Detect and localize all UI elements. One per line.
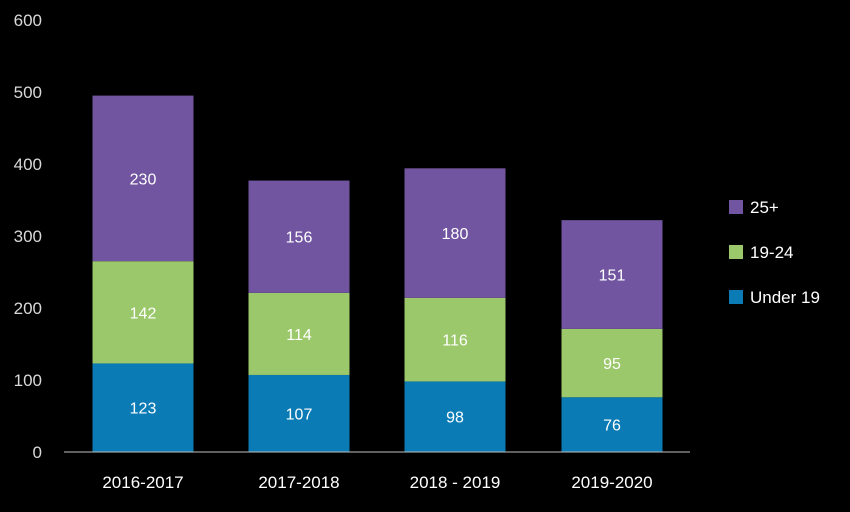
- legend-label: 19-24: [750, 243, 793, 262]
- legend: 25+ 19-24 Under 19: [729, 198, 820, 307]
- y-tick-label: 0: [33, 443, 42, 462]
- data-label: 114: [286, 327, 312, 344]
- data-label: 156: [286, 230, 313, 247]
- legend-swatch: [729, 290, 743, 304]
- bar-segment: [561, 328, 663, 398]
- bar-segment: [92, 261, 194, 364]
- y-tick-label: 200: [14, 299, 42, 318]
- data-label: 95: [603, 356, 621, 373]
- bar-segment: [404, 381, 506, 452]
- bar-segment: [561, 220, 663, 329]
- legend-swatch: [729, 245, 743, 259]
- y-tick-label: 300: [14, 227, 42, 246]
- data-label: 98: [446, 410, 464, 427]
- bar-segment: [404, 297, 506, 382]
- data-label: 116: [442, 333, 468, 350]
- legend-label: 25+: [750, 198, 779, 217]
- bar-segment: [404, 168, 506, 298]
- x-tick-label: 2017-2018: [258, 473, 339, 492]
- bar-segment: [561, 397, 663, 452]
- bar-segment: [248, 292, 350, 375]
- bars: 123 142 230 107 114 156 98 116 180 76 95 151: [92, 95, 663, 452]
- x-tick-label: 2019-2020: [571, 473, 652, 492]
- bar-segment: [248, 374, 350, 452]
- legend-label: Under 19: [750, 288, 820, 307]
- data-label: 107: [286, 406, 313, 423]
- x-tick-label: 2018 - 2019: [410, 473, 501, 492]
- y-tick-label: 500: [14, 83, 42, 102]
- y-tick-label: 400: [14, 155, 42, 174]
- y-tick-label: 100: [14, 371, 42, 390]
- y-axis: 0 100 200 300 400 500 600: [14, 11, 42, 462]
- legend-swatch: [729, 200, 743, 214]
- bar-segment: [92, 95, 194, 262]
- y-tick-label: 600: [14, 11, 42, 30]
- data-label: 230: [130, 171, 157, 188]
- bar-segment: [248, 180, 350, 293]
- x-tick-label: 2016-2017: [102, 473, 183, 492]
- x-axis: 2016-2017 2017-2018 2018 - 2019 2019-2020: [102, 473, 652, 492]
- data-label: 180: [442, 226, 469, 243]
- data-label: 123: [130, 401, 157, 418]
- data-label: 151: [599, 268, 626, 285]
- data-label: 142: [130, 305, 157, 322]
- data-label: 76: [603, 418, 621, 435]
- bar-segment: [92, 363, 194, 452]
